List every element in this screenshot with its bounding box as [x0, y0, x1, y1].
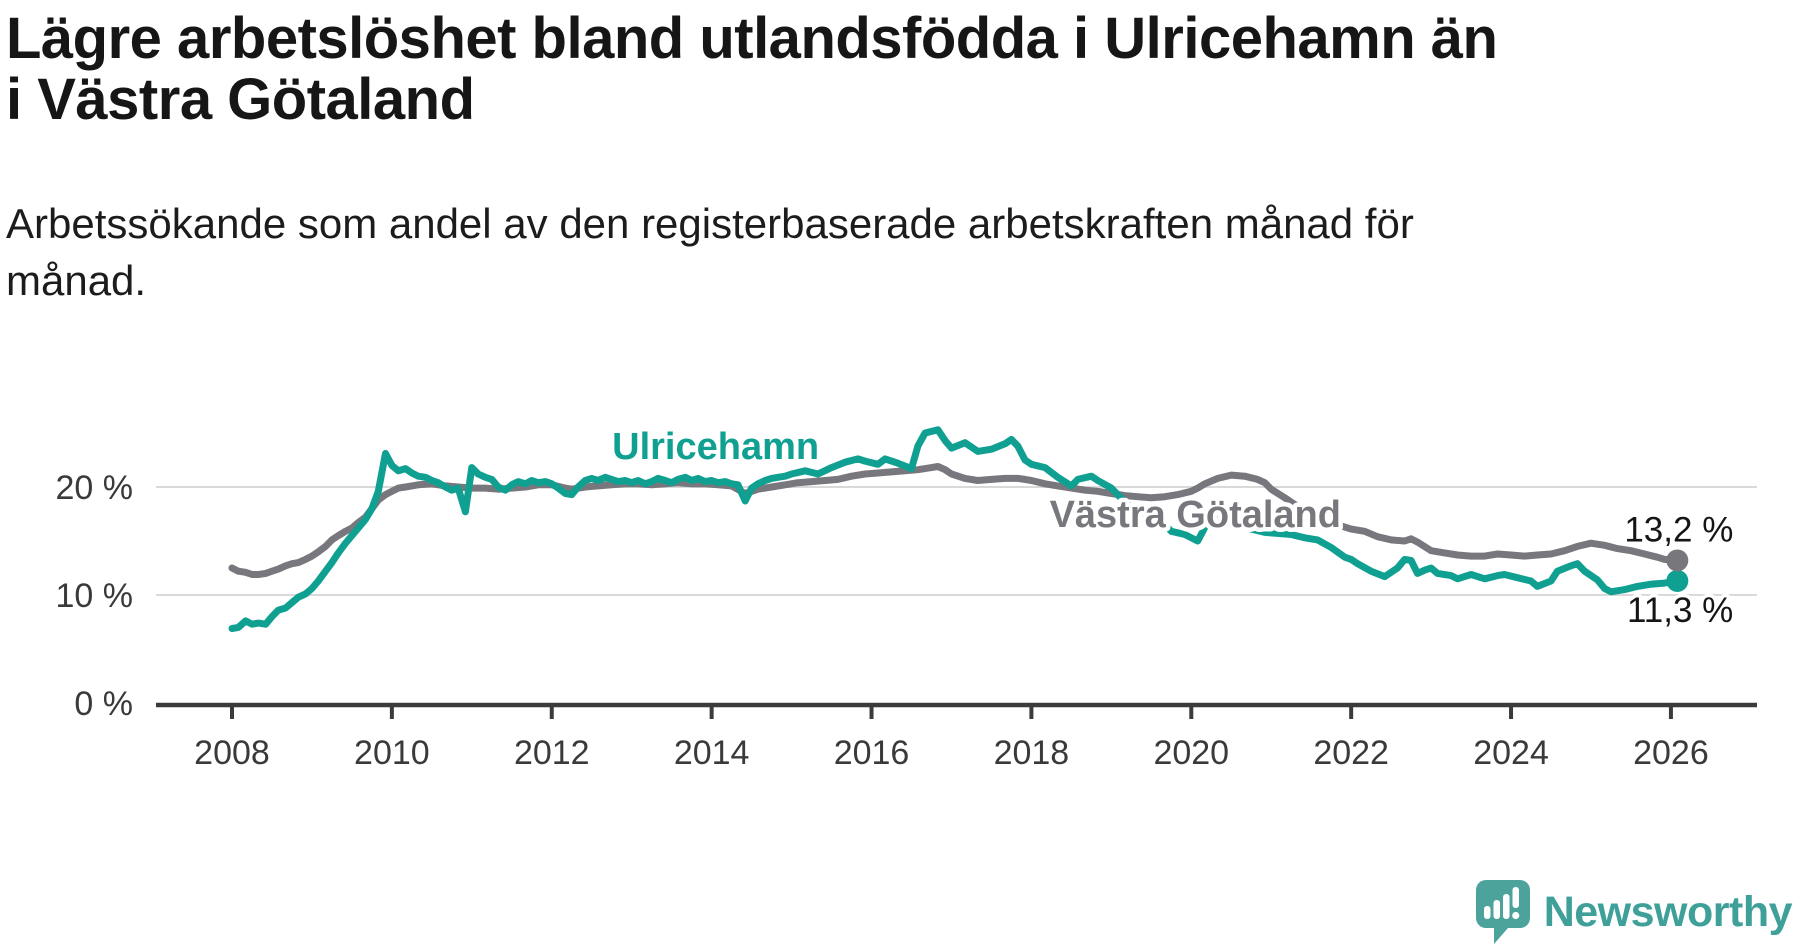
x-tick-label-2008: 2008: [194, 734, 270, 772]
x-tick-label-2010: 2010: [354, 734, 430, 772]
end-value-label-v-stra-g-taland: 13,2 %: [1624, 510, 1733, 549]
end-dot-ulricehamn: [1666, 569, 1689, 592]
y-tick-label-10: 10 %: [56, 577, 134, 615]
y-tick-label-20: 20 %: [56, 469, 134, 507]
x-tick-label-2026: 2026: [1633, 734, 1709, 772]
chart-subtitle: Arbetssökande som andel av den registerb…: [6, 200, 1414, 304]
y-tick-label-0: 0 %: [74, 685, 133, 723]
newsworthy-logo-text: Newsworthy: [1543, 887, 1793, 936]
x-tick-label-2014: 2014: [674, 734, 750, 772]
chart-title: Lägre arbetslöshet bland utlandsfödda i …: [6, 6, 1498, 133]
end-value-label-ulricehamn: 11,3 %: [1627, 591, 1733, 630]
x-tick-label-2022: 2022: [1313, 734, 1389, 772]
newsworthy-logo-icon: [1475, 880, 1530, 944]
series-line-v-stra-g-taland: [228, 463, 1681, 578]
x-tick-label-2024: 2024: [1473, 734, 1549, 772]
x-tick-label-2016: 2016: [834, 734, 910, 772]
x-tick-label-2012: 2012: [514, 734, 590, 772]
newsworthy-logo: Newsworthy: [1475, 880, 1793, 944]
series-line-ulricehamn: [228, 426, 1681, 632]
x-tick-label-2020: 2020: [1153, 734, 1229, 772]
x-tick-label-2018: 2018: [994, 734, 1070, 772]
series-label-v-stra-g-taland: Västra Götaland: [1050, 494, 1341, 536]
series-label-ulricehamn: Ulricehamn: [612, 426, 819, 468]
end-dot-v-stra-g-taland: [1666, 549, 1689, 572]
